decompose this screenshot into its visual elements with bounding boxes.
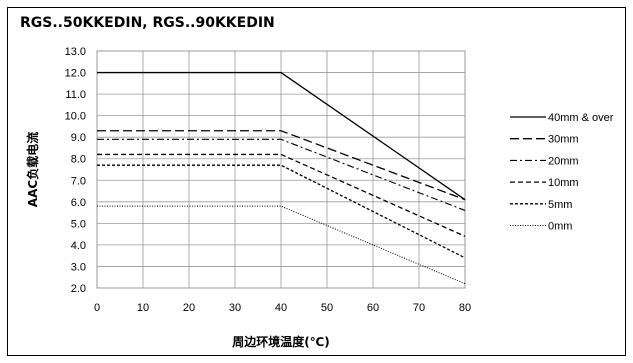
y-tick-label: 10.0 — [65, 111, 86, 123]
x-tick-label: 70 — [413, 302, 425, 314]
y-tick-label: 4.0 — [71, 240, 86, 252]
series-line-4 — [97, 164, 466, 259]
x-tick-label: 50 — [321, 302, 333, 314]
legend: 40mm & over 30mm 20mm 10mm 5mm 0mm — [510, 112, 614, 233]
x-tick-labels: 0 10 20 30 40 50 60 70 80 — [94, 302, 471, 314]
legend-label: 5mm — [548, 199, 572, 211]
y-tick-label: 12.0 — [65, 68, 86, 80]
y-axis-label: AAC负载电流 — [25, 132, 40, 207]
y-tick-label: 6.0 — [71, 197, 86, 209]
y-tick-label: 13.0 — [65, 46, 86, 58]
x-tick-label: 20 — [183, 302, 195, 314]
y-tick-label: 2.0 — [71, 283, 86, 295]
series-line-1 — [97, 130, 466, 201]
y-tick-label: 9.0 — [71, 132, 86, 144]
y-tick-labels: 2.0 3.0 4.0 5.0 6.0 7.0 8.0 9.0 10.0 11.0 12.0 13.0 — [65, 46, 86, 295]
y-tick-label: 8.0 — [71, 154, 86, 166]
legend-label: 0mm — [548, 221, 572, 233]
y-tick-label: 3.0 — [71, 261, 86, 273]
chart-title: RGS..50KKEDIN, RGS..90KKEDIN — [20, 15, 275, 31]
series-line-3 — [97, 153, 466, 237]
grid-lines — [96, 50, 466, 289]
x-tick-label: 80 — [459, 302, 471, 314]
x-axis-label: 周边环境温度(℃) — [232, 334, 330, 349]
y-tick-label: 11.0 — [65, 89, 86, 101]
y-tick-label: 7.0 — [71, 175, 86, 187]
legend-label: 40mm & over — [548, 112, 614, 124]
legend-label: 10mm — [548, 177, 579, 189]
x-tick-label: 10 — [137, 302, 149, 314]
x-tick-label: 60 — [367, 302, 379, 314]
y-tick-label: 5.0 — [71, 218, 86, 230]
legend-label: 30mm — [548, 134, 579, 146]
x-tick-label: 40 — [275, 302, 287, 314]
series-line-2 — [97, 138, 466, 211]
x-tick-label: 0 — [94, 302, 100, 314]
x-tick-label: 30 — [229, 302, 241, 314]
legend-label: 20mm — [548, 155, 579, 167]
series-lines — [97, 71, 466, 285]
series-line-0 — [97, 71, 466, 201]
